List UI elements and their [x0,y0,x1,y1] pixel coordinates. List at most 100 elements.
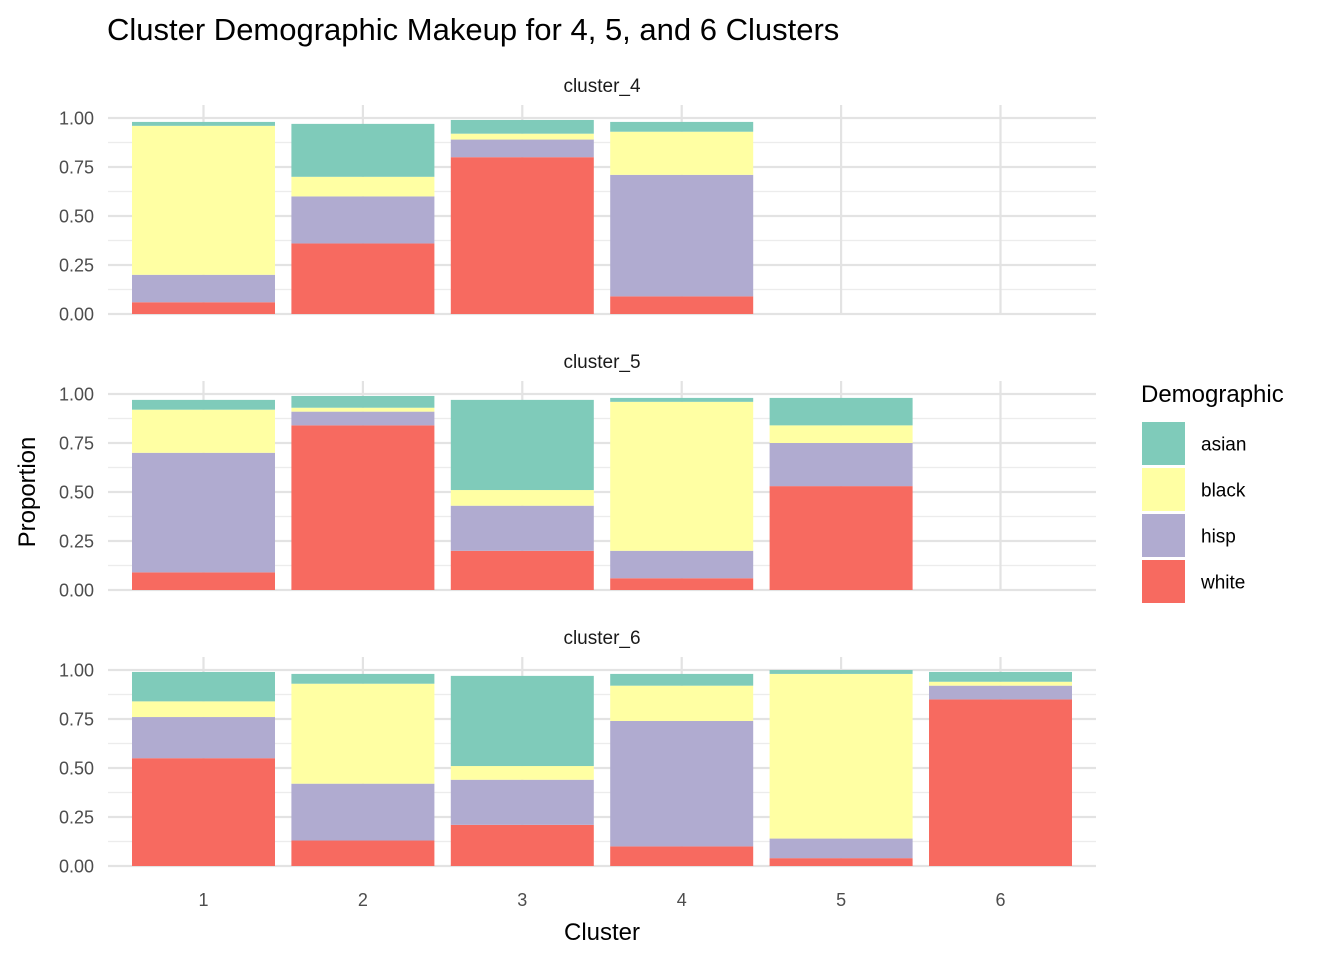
legend: Demographic asian black hisp white [1141,381,1284,603]
strip-label: cluster_4 [563,76,641,97]
bar-segment-white [291,243,435,314]
bar-segment-asian [132,399,275,410]
bar-segment-black [769,425,913,443]
x-tick-label: 2 [358,890,368,910]
legend-label: hisp [1201,527,1236,548]
bar-segment-black [610,131,754,175]
bar-segment-asian [291,395,435,408]
bar-segment-hisp [769,443,913,487]
bar-segment-hisp [610,550,754,579]
bar-segment-asian [291,123,435,177]
bar-segment-hisp [450,779,594,825]
bar-segment-asian [450,119,594,134]
bar-segment-white [450,550,594,590]
legend-item-black: black [1142,468,1246,511]
bar-segment-black [929,681,1072,686]
bar-segment-white [769,486,913,590]
bar-segment-white [610,296,754,314]
bar-segment-black [132,409,275,453]
bar-segment-asian [929,671,1072,682]
y-tick-label: 1.00 [59,661,94,681]
y-tick-label: 0.75 [59,710,94,730]
bar-segment-white [769,858,913,866]
legend-item-white: white [1142,560,1245,603]
bar-segment-black [610,401,754,551]
legend-label: white [1200,573,1245,594]
bar-segment-asian [769,670,913,674]
bar-segment-hisp [291,411,435,426]
strip-label: cluster_5 [563,352,640,373]
bar-segment-white [132,758,275,866]
bar-segment-white [610,578,754,590]
strip-label: cluster_6 [563,628,640,649]
bar-segment-hisp [291,783,435,841]
bar-segment-hisp [450,139,594,158]
bar-segment-black [450,133,594,140]
bar-segment-white [132,572,275,590]
bar-segment-hisp [929,685,1072,700]
x-tick-label: 1 [198,890,208,910]
y-tick-label: 0.25 [59,808,94,828]
bar-segment-white [929,699,1072,866]
panel-cluster_6: cluster_6 0.00 0.25 0.50 0.75 1.00 [59,628,1096,877]
bar-segment-black [132,701,275,718]
bar-segment-asian [610,121,754,132]
bar-segment-hisp [610,720,754,847]
legend-title: Demographic [1141,381,1284,408]
legend-item-asian: asian [1142,422,1246,465]
bar-segment-asian [450,675,594,767]
bar-segment-asian [450,399,594,491]
bar-segment-hisp [769,838,913,859]
bar-segment-white [610,846,754,866]
bar-segment-white [291,840,435,866]
y-tick-label: 0.50 [59,483,94,503]
bar-segment-white [291,425,435,590]
bar-segment-hisp [291,196,435,244]
chart-title: Cluster Demographic Makeup for 4, 5, and… [107,12,839,47]
legend-label: black [1201,481,1246,502]
bar-segment-hisp [132,717,275,759]
y-tick-label: 0.00 [59,581,94,601]
bar-segment-white [450,824,594,866]
legend-swatch [1142,468,1185,511]
bar-segment-asian [132,121,275,126]
bar-segment-asian [610,397,754,402]
y-tick-label: 0.00 [59,305,94,325]
bar-segment-asian [291,673,435,684]
x-tick-label: 4 [677,890,687,910]
legend-swatch [1142,560,1185,603]
y-axis-title: Proportion [14,437,41,548]
bar-segment-black [291,407,435,412]
bar-segment-asian [610,673,754,686]
bar-segment-hisp [610,174,754,297]
y-tick-label: 0.75 [59,158,94,178]
bar-segment-black [291,176,435,197]
legend-swatch [1142,514,1185,557]
y-tick-label: 0.25 [59,256,94,276]
y-tick-label: 0.75 [59,434,94,454]
y-tick-label: 0.50 [59,207,94,227]
bar-segment-white [132,302,275,314]
y-tick-label: 0.25 [59,532,94,552]
bar-segment-black [450,490,594,506]
panel-cluster_4: cluster_4 0.00 0.25 0.50 0.75 1.00 [59,76,1096,325]
legend-label: asian [1201,435,1246,456]
panel-cluster_5: cluster_5 0.00 0.25 0.50 0.75 1.00 [59,352,1096,601]
y-tick-label: 0.50 [59,759,94,779]
bar-segment-black [769,673,913,839]
legend-swatch [1142,422,1185,465]
bar-segment-black [132,125,275,275]
bar-segment-black [610,685,754,721]
y-tick-label: 1.00 [59,109,94,129]
bar-segment-white [450,157,594,314]
x-tick-label: 5 [836,890,846,910]
panels: cluster_4 0.00 0.25 0.50 0.75 1.00 cluster_5 0.… [59,76,1096,910]
y-tick-label: 0.00 [59,857,94,877]
bar-segment-black [450,766,594,780]
bar-segment-black [291,683,435,784]
x-tick-label: 6 [995,890,1005,910]
y-tick-label: 1.00 [59,385,94,405]
bar-segment-asian [769,397,913,426]
bar-segment-hisp [132,274,275,303]
